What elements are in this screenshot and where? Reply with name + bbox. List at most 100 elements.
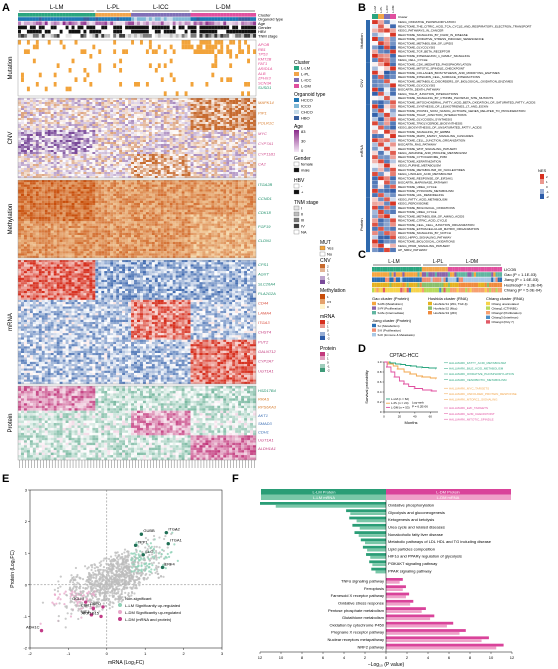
- heat-cell: [122, 106, 126, 109]
- heat-cell: [35, 108, 39, 111]
- annotation-cell: [190, 34, 194, 38]
- heat-cell: [163, 118, 167, 121]
- annotation-cell: [119, 29, 123, 34]
- heat-cell: [71, 120, 75, 123]
- heat-cell: [172, 124, 176, 127]
- heat-cell: [181, 44, 185, 50]
- heat-cell: [20, 174, 24, 177]
- heat-cell: [131, 72, 135, 78]
- heat-cell: [235, 116, 239, 119]
- heat-cell: [56, 120, 60, 123]
- heat-cell: [190, 91, 194, 97]
- heat-cell: [50, 134, 54, 137]
- heat-cell: [223, 172, 227, 175]
- annotation-cell: [148, 13, 152, 17]
- heat-cell: [50, 40, 54, 45]
- heat-cell: [125, 86, 129, 92]
- annotation-cell: [41, 13, 45, 17]
- heat-cell: [199, 40, 203, 45]
- heat-cell: [187, 116, 191, 119]
- heat-cell: [131, 170, 135, 173]
- heat-cell: [23, 122, 27, 125]
- heat-cell: [71, 98, 75, 101]
- heat-cell: [68, 91, 72, 97]
- heat-cell: [199, 132, 203, 135]
- heat-cell: [220, 68, 224, 73]
- heat-cell: [125, 100, 129, 103]
- heat-cell: [232, 134, 236, 137]
- heat-cell: [226, 100, 230, 103]
- heat-cell: [232, 176, 236, 179]
- heat-cell: [71, 54, 75, 59]
- heat-cell: [193, 168, 197, 171]
- heat-cell: [134, 91, 138, 97]
- heat-cell: [35, 182, 39, 185]
- heat-cell: [59, 154, 63, 157]
- annotation-cell: [154, 17, 158, 21]
- heat-cell: [172, 104, 176, 107]
- heat-cell: [184, 44, 188, 50]
- heat-cell: [74, 98, 78, 101]
- annotation-cell: [71, 34, 75, 38]
- annotation-cell: [166, 17, 170, 21]
- heat-cell: [104, 58, 108, 64]
- heat-cell: [77, 130, 81, 133]
- heat-cell: [47, 40, 51, 45]
- heat-cell: [193, 186, 197, 190]
- heat-cell: [145, 132, 149, 135]
- heat-cell: [89, 116, 93, 119]
- heat-cell: [71, 82, 75, 87]
- heat-cell: [116, 110, 120, 113]
- heat-cell: [151, 91, 155, 97]
- heat-cell: [175, 110, 179, 113]
- heat-cell: [18, 130, 22, 133]
- heat-cell: [65, 186, 69, 190]
- heat-cell: [178, 154, 182, 157]
- heat-cell: [92, 77, 96, 83]
- heat-cell: [62, 91, 66, 97]
- heat-cell: [134, 82, 138, 87]
- heat-cell: [137, 176, 141, 179]
- heat-cell: [193, 148, 197, 151]
- heat-cell: [196, 77, 200, 83]
- annotation-cell: [208, 25, 212, 30]
- heat-cell: [235, 108, 239, 111]
- heat-cell: [250, 91, 254, 97]
- heat-cell: [137, 180, 141, 183]
- heat-cell: [184, 164, 188, 167]
- heat-cell: [190, 112, 194, 115]
- heat-cell: [178, 40, 182, 45]
- heat-cell: [89, 152, 93, 155]
- heat-cell: [145, 44, 149, 50]
- heat-cell: [223, 182, 227, 185]
- heat-cell: [137, 184, 141, 187]
- heat-cell: [44, 136, 48, 139]
- heat-cell: [235, 160, 239, 163]
- heat-cell: [59, 158, 63, 161]
- annotation-cell: [199, 29, 203, 34]
- heat-cell: [59, 160, 63, 163]
- heat-cell: [250, 116, 254, 119]
- annotation-cell: [134, 17, 138, 21]
- heat-cell: [190, 162, 194, 165]
- heat-cell: [95, 160, 99, 163]
- heat-cell: [116, 68, 120, 73]
- heat-cell: [205, 134, 209, 137]
- heat-cell: [131, 172, 135, 175]
- heat-cell: [71, 104, 75, 107]
- heat-cell: [196, 120, 200, 123]
- heat-cell: [29, 44, 33, 50]
- heat-cell: [44, 186, 48, 190]
- heat-cell: [154, 154, 158, 157]
- heat-cell: [122, 168, 126, 171]
- heat-cell: [151, 49, 155, 55]
- heat-cell: [205, 184, 209, 187]
- heat-cell: [101, 120, 105, 123]
- heat-cell: [74, 82, 78, 87]
- heat-cell: [113, 134, 117, 137]
- heat-cell: [229, 77, 233, 83]
- annotation-cell: [139, 34, 143, 38]
- annotation-cell: [163, 25, 167, 30]
- heat-cell: [23, 148, 27, 151]
- heat-cell: [220, 77, 224, 83]
